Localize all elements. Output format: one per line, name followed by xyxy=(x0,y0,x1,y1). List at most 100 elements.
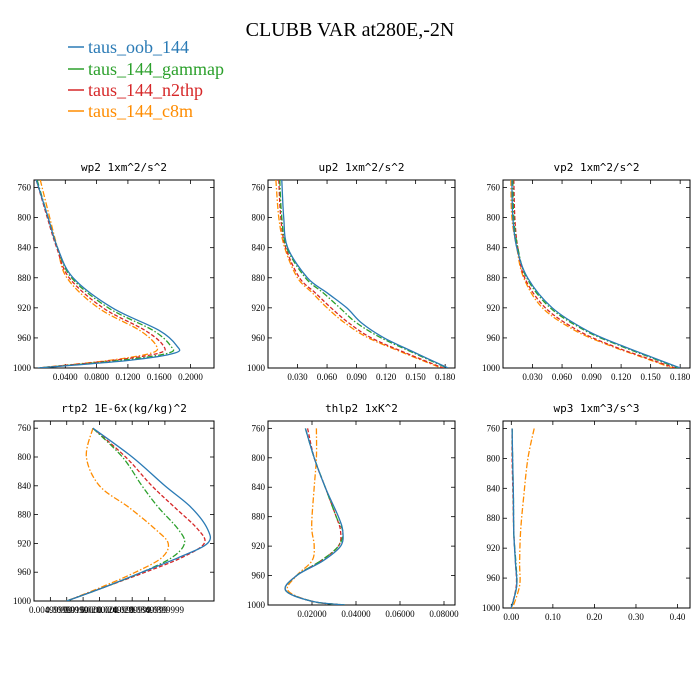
y-tick-label: 800 xyxy=(252,453,266,463)
series-line xyxy=(286,428,346,605)
series-line xyxy=(37,180,159,368)
series-line xyxy=(513,180,676,368)
panel: rtp2 1E-6x(kg/kg)^2 760 800 840 880 920 960 100… xyxy=(13,402,215,615)
x-tick-label: 0.00 xyxy=(503,612,519,622)
plot-frame xyxy=(502,179,691,369)
legend-entry: taus_144_c8m xyxy=(68,101,193,121)
x-tick-label: 0.0200000 xyxy=(80,605,119,615)
y-tick-label: 800 xyxy=(487,213,501,223)
y-tick-label: 1000 xyxy=(247,600,266,610)
panel-title: vp2 1xm^2/s^2 xyxy=(553,161,639,174)
legend-label: taus_144_gammap xyxy=(88,59,224,79)
x-tick-label: 0.090 xyxy=(346,372,367,382)
y-tick-label: 1000 xyxy=(247,363,266,373)
x-tick-label: 0.0150000 xyxy=(64,605,103,615)
series-line xyxy=(512,180,679,368)
panel-title: thlp2 1xK^2 xyxy=(325,402,398,415)
x-tick-label: 0.2000 xyxy=(178,372,203,382)
panels: wp2 1xm^2/s^2 760 800 840 880 920 960 1000 0.040… xyxy=(13,161,691,622)
y-tick-label: 800 xyxy=(18,213,32,223)
series-line xyxy=(66,427,186,601)
legend-entry: taus_oob_144 xyxy=(68,37,189,57)
plot-frame xyxy=(33,179,215,369)
panel-title: up2 1xm^2/s^2 xyxy=(318,161,404,174)
x-tick-label: 0.00499999 xyxy=(29,605,72,615)
x-tick-label: 0.06000 xyxy=(385,609,415,619)
y-tick-label: 1000 xyxy=(13,363,32,373)
series-line xyxy=(284,428,346,605)
panel: vp2 1xm^2/s^2 760 800 840 880 920 960 1000 0.030… xyxy=(482,161,691,382)
x-tick-label: 0.150 xyxy=(406,372,427,382)
y-tick-label: 800 xyxy=(18,452,32,462)
series-line xyxy=(510,428,518,608)
x-tick-label: 0.120 xyxy=(376,372,397,382)
series-line xyxy=(511,180,681,368)
legend-label: taus_144_c8m xyxy=(88,101,193,121)
y-tick-label: 840 xyxy=(18,481,32,491)
x-tick-label: 0.0399999 xyxy=(146,605,185,615)
y-tick-label: 880 xyxy=(487,513,501,523)
panel-title: rtp2 1E-6x(kg/kg)^2 xyxy=(61,402,187,415)
x-tick-label: 0.04000 xyxy=(341,609,371,619)
y-tick-label: 1000 xyxy=(482,603,501,613)
plot-frame xyxy=(502,420,691,609)
y-tick-label: 960 xyxy=(18,567,32,577)
series-line xyxy=(278,180,444,368)
y-tick-label: 1000 xyxy=(13,596,32,606)
x-tick-label: 0.1600 xyxy=(147,372,172,382)
y-tick-label: 960 xyxy=(487,573,501,583)
x-tick-label: 0.00999999 xyxy=(45,605,88,615)
y-tick-label: 760 xyxy=(252,183,266,193)
y-tick-label: 920 xyxy=(487,303,501,313)
y-tick-label: 760 xyxy=(18,183,32,193)
panel: thlp2 1xK^2 760 800 840 880 920 960 1000 0.02000… xyxy=(247,402,459,619)
x-tick-label: 0.0400 xyxy=(53,372,78,382)
legend-label: taus_144_n2thp xyxy=(88,80,203,100)
plot-frame xyxy=(267,420,456,606)
y-tick-label: 840 xyxy=(252,243,266,253)
series-line xyxy=(35,180,166,368)
figure-title: CLUBB VAR at280E,-2N xyxy=(246,19,455,41)
series-line xyxy=(66,428,170,601)
y-tick-label: 760 xyxy=(487,183,501,193)
y-tick-label: 840 xyxy=(487,483,501,493)
x-tick-label: 0.150 xyxy=(641,372,662,382)
series-line xyxy=(66,427,212,601)
y-tick-label: 840 xyxy=(487,243,501,253)
x-tick-label: 0.40 xyxy=(670,612,686,622)
panel: up2 1xm^2/s^2 760 800 840 880 920 960 1000 0.030… xyxy=(247,161,456,382)
y-tick-label: 880 xyxy=(18,510,32,520)
panel: wp2 1xm^2/s^2 760 800 840 880 920 960 1000 0.040… xyxy=(13,161,215,382)
y-tick-label: 760 xyxy=(252,423,266,433)
y-tick-label: 1000 xyxy=(482,363,501,373)
plot-frame xyxy=(267,179,456,369)
x-tick-label: 0.0800 xyxy=(84,372,109,382)
panel-title: wp2 1xm^2/s^2 xyxy=(81,161,167,174)
x-tick-label: 0.30 xyxy=(628,612,644,622)
series-line xyxy=(511,428,535,608)
series-line xyxy=(36,180,175,368)
y-tick-label: 800 xyxy=(252,213,266,223)
x-tick-label: 0.1200 xyxy=(116,372,141,382)
x-tick-label: 0.02000 xyxy=(297,609,327,619)
y-tick-label: 840 xyxy=(252,482,266,492)
x-tick-label: 0.180 xyxy=(670,372,691,382)
y-tick-label: 880 xyxy=(487,273,501,283)
panel-title: wp3 1xm^3/s^3 xyxy=(553,402,639,415)
legend-label: taus_oob_144 xyxy=(88,37,189,57)
legend-entry: taus_144_gammap xyxy=(68,59,224,79)
x-tick-label: 0.120 xyxy=(611,372,632,382)
x-tick-label: 0.060 xyxy=(552,372,573,382)
y-tick-label: 960 xyxy=(487,333,501,343)
legend-entry: taus_144_n2thp xyxy=(68,80,203,100)
y-tick-label: 960 xyxy=(252,333,266,343)
y-tick-label: 920 xyxy=(18,303,32,313)
y-tick-label: 760 xyxy=(18,423,32,433)
y-tick-label: 760 xyxy=(487,423,501,433)
y-tick-label: 960 xyxy=(18,333,32,343)
x-tick-label: 0.030 xyxy=(287,372,308,382)
series-line xyxy=(510,180,673,368)
x-tick-label: 0.20 xyxy=(587,612,603,622)
x-tick-label: 0.030 xyxy=(522,372,543,382)
